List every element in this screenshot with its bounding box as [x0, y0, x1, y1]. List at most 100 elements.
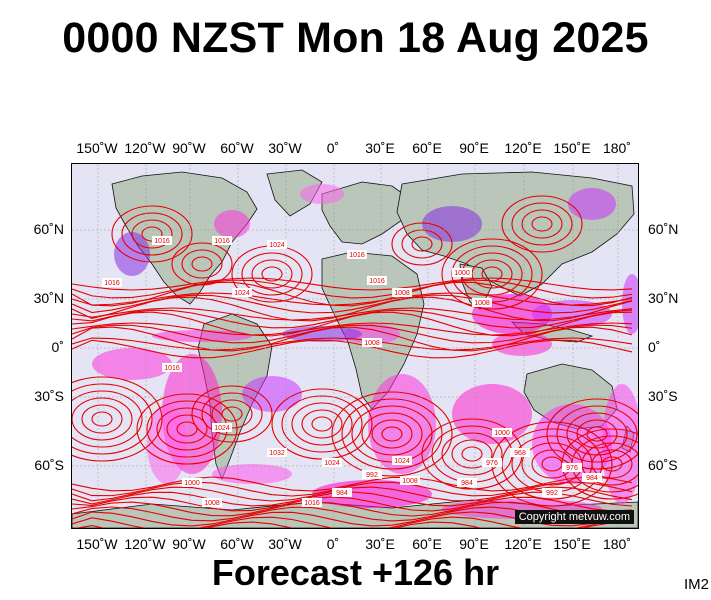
svg-text:1000: 1000 [184, 480, 200, 487]
precipitation-area [282, 326, 362, 342]
isobar-label: 1016 [302, 498, 322, 507]
svg-text:1016: 1016 [104, 280, 120, 287]
svg-text:984: 984 [586, 475, 598, 482]
isobar-contour [221, 406, 243, 422]
isobar-contour [391, 222, 453, 266]
forecast-label: Forecast +126 hr [211, 552, 500, 593]
isobar-label: 984 [582, 473, 602, 482]
isobar-label: 968 [510, 448, 530, 457]
isobar-contour [136, 393, 238, 465]
svg-text:976: 976 [566, 465, 578, 472]
map-canvas: 1016 1016 1024 1016 1016 1008 1000 1008 1016 1024… [72, 164, 638, 528]
longitude-label-top: 30˚W [268, 140, 302, 156]
longitude-label-top: 120˚W [124, 140, 166, 156]
isobar-label: 1024 [322, 458, 342, 467]
isobar-line [72, 277, 633, 291]
latitude-label-left: 30˚N [33, 290, 64, 306]
isobar-label: 1008 [392, 288, 412, 297]
latitude-label-left: 60˚N [33, 221, 64, 237]
isobar-line [72, 501, 633, 517]
isobar-line [72, 326, 633, 352]
isobar-label: 984 [332, 488, 352, 497]
isobar-label: 1000 [452, 268, 472, 277]
isobar-contour [556, 405, 638, 463]
isobar-contour [451, 439, 493, 469]
isobar-label: 1016 [212, 236, 232, 245]
isobar-label: 992 [542, 488, 562, 497]
isobar-contour [521, 209, 563, 239]
isobar-labels: 1016 1016 1024 1016 1016 1008 1000 1008 1016 1024… [102, 236, 602, 507]
longitude-label-top: 0˚ [326, 140, 340, 156]
isobar-label: 1008 [400, 476, 420, 485]
isobar-contour [81, 404, 123, 434]
isobar-label: 1000 [492, 428, 512, 437]
isobar-contour [191, 256, 213, 272]
isobar-line [72, 486, 633, 502]
isobar-label: 984 [457, 478, 477, 487]
longitude-label-bottom: 60˚E [412, 536, 442, 552]
isobar-contour [381, 426, 403, 442]
isobar-label: 976 [562, 463, 582, 472]
isobar-contour [241, 252, 303, 296]
isobar-contour [531, 216, 553, 232]
greenland [266, 169, 323, 217]
precipitation-area [422, 206, 482, 242]
longitude-label-top: 30˚E [365, 140, 395, 156]
europe [321, 181, 413, 245]
isobar-label: 976 [482, 458, 502, 467]
isobar-line [72, 322, 633, 336]
isobar-line [72, 339, 633, 359]
isobar-line [72, 281, 633, 307]
isobar-line [72, 294, 633, 314]
isobar-contour [501, 195, 583, 253]
precipitation-area [242, 376, 302, 412]
weather-map: 1016 1016 1024 1016 1016 1008 1000 1008 1016 1024… [71, 163, 639, 529]
longitude-label-top: 150˚W [76, 140, 118, 156]
isobar-contour [301, 409, 343, 439]
isobar-label: 1008 [362, 338, 382, 347]
latitude-label-right: 60˚N [648, 221, 679, 237]
isobar-contour [341, 398, 443, 470]
isobar-label: 1024 [267, 240, 287, 249]
isobar-line [72, 307, 633, 321]
latitude-label-right: 30˚N [648, 290, 679, 306]
svg-text:1000: 1000 [494, 430, 510, 437]
isobar-label: 1024 [232, 288, 252, 297]
isobar-contour [361, 412, 423, 456]
longitude-label-top: 120˚E [504, 140, 542, 156]
isobar-contour [72, 383, 153, 455]
latitude-label-left: 30˚S [34, 388, 64, 404]
svg-text:1008: 1008 [204, 500, 220, 507]
longitude-label-bottom: 90˚E [459, 536, 489, 552]
isobar-contour [461, 446, 483, 462]
isobar-contour [546, 398, 638, 470]
svg-text:1016: 1016 [369, 278, 385, 285]
isobar-line [72, 481, 633, 497]
svg-text:984: 984 [336, 490, 348, 497]
isobar-contour [181, 249, 223, 279]
precipitation-area [568, 188, 616, 220]
longitude-label-bottom: 90˚W [172, 536, 206, 552]
isobar-contour [191, 385, 273, 443]
isobar-contour [251, 259, 293, 289]
isobar-label: 1024 [392, 456, 412, 465]
precipitation-area [214, 210, 250, 238]
isobar-line [72, 476, 633, 492]
longitude-label-bottom: 150˚E [553, 536, 591, 552]
isobar-contour [586, 426, 608, 442]
longitude-label-top: 180˚ [602, 140, 632, 156]
svg-text:1024: 1024 [324, 460, 340, 467]
isobar-label: 1016 [347, 250, 367, 259]
isobar-contour [566, 412, 628, 456]
longitude-label-bottom: 120˚W [124, 536, 166, 552]
isobar-contour [441, 238, 543, 310]
svg-text:1016: 1016 [304, 500, 320, 507]
longitude-label-top: 150˚E [553, 140, 591, 156]
longitude-label-bottom: 0˚ [326, 536, 340, 552]
svg-text:1008: 1008 [364, 340, 380, 347]
isobar-line [72, 337, 633, 351]
longitude-label-bottom: 180˚ [602, 536, 632, 552]
isobar-line [72, 324, 633, 344]
isobar-line [72, 292, 633, 306]
precipitation-area [92, 348, 172, 380]
